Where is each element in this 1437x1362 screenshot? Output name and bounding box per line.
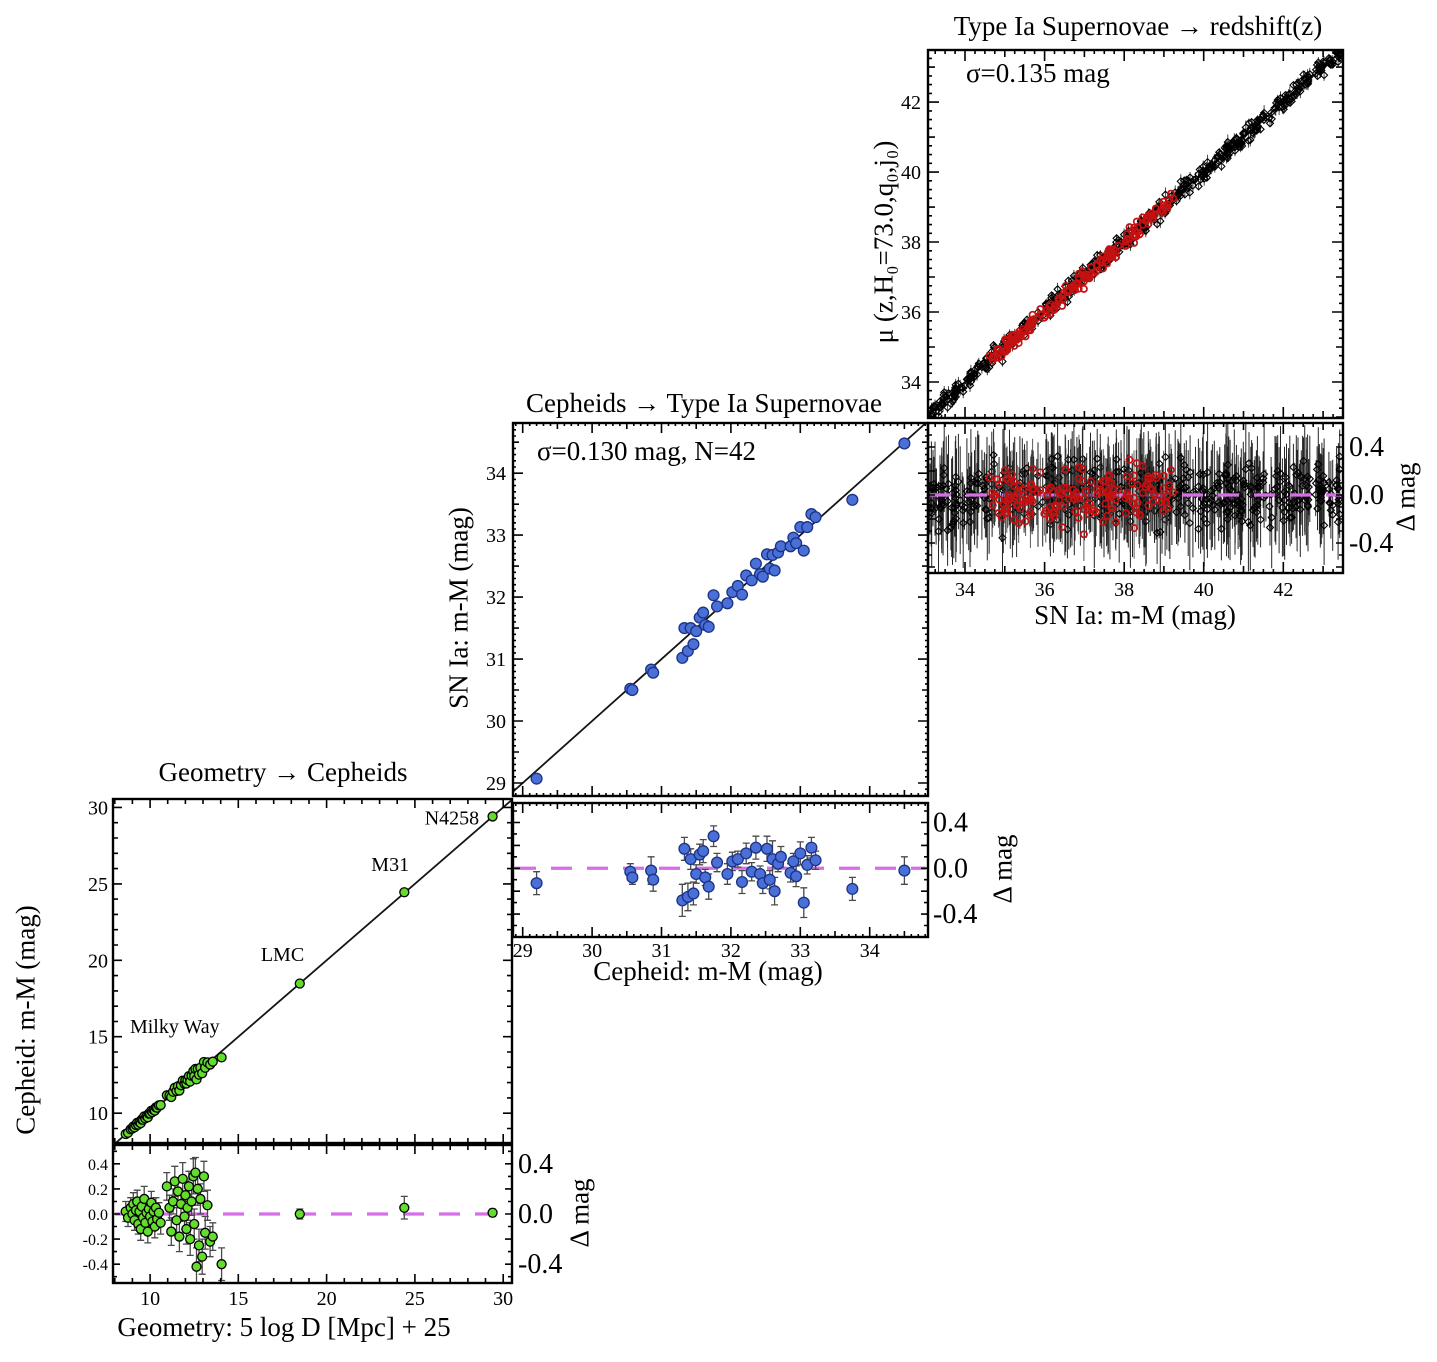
geometry-to-cepheids-ticks xyxy=(113,799,512,1283)
x-tick-label: 25 xyxy=(405,1288,425,1310)
panel-snia-title: Type Ia Supernovae → redshift(z) xyxy=(953,11,1323,41)
geometry-to-cepheids-residual-plot xyxy=(115,1156,510,1283)
y-tick-label: 25 xyxy=(88,874,108,896)
y-tick-label: 33 xyxy=(486,525,506,547)
residual-right-tick-label: -0.4 xyxy=(518,1249,562,1280)
snia-to-redshift-ticks xyxy=(928,50,1344,573)
geometry-xaxis-label: Geometry: 5 log D [Mpc] + 25 xyxy=(117,1312,451,1342)
y-tick-label: 40 xyxy=(901,162,921,184)
x-tick-label: 20 xyxy=(317,1288,337,1310)
residual-left-tick-label: 0.4 xyxy=(88,1157,108,1174)
y-tick-label: 20 xyxy=(88,950,108,972)
galaxy-label: N4258 xyxy=(425,807,479,829)
y-tick-label: 10 xyxy=(88,1103,108,1125)
cepheids-to-snia-residual-frame xyxy=(511,801,930,939)
panel-geometry-title: Geometry → Cepheids xyxy=(158,757,408,787)
cepheids-to-snia-main-plot xyxy=(513,423,927,793)
cepheid-xaxis-label: Cepheid: m-M (mag) xyxy=(593,956,823,986)
residual-right-tick-label: 0.4 xyxy=(518,1149,553,1180)
x-tick-label: 30 xyxy=(493,1288,513,1310)
y-tick-label: 29 xyxy=(486,773,506,795)
galaxy-label: M31 xyxy=(371,854,409,876)
snia-residual-ylabel: Δ mag xyxy=(1390,462,1421,532)
geometry-residual-ylabel: Δ mag xyxy=(564,1178,595,1248)
y-tick-label: 30 xyxy=(88,797,108,819)
y-tick-label: 38 xyxy=(901,232,921,254)
geometric-cepheid-anchors-main-points xyxy=(120,811,498,1140)
residual-right-tick-label: -0.4 xyxy=(933,899,977,930)
x-tick-label: 10 xyxy=(140,1288,160,1310)
residual-left-tick-label: -0.2 xyxy=(83,1232,108,1249)
x-tick-label: 15 xyxy=(228,1288,248,1310)
geometry-yaxis-label: Cepheid: m-M (mag) xyxy=(10,905,41,1135)
residual-right-tick-label: 0.0 xyxy=(1349,480,1384,511)
x-tick-label: 38 xyxy=(1114,579,1134,601)
cepheids-to-snia-ticks xyxy=(513,422,928,938)
x-tick-label: 30 xyxy=(582,940,602,962)
galaxy-label: LMC xyxy=(261,944,304,966)
x-tick-label: 33 xyxy=(790,940,810,962)
y-tick-label: 34 xyxy=(486,463,506,485)
snia-xaxis-label: SN Ia: m-M (mag) xyxy=(1034,600,1236,630)
x-tick-label: 40 xyxy=(1194,579,1214,601)
x-tick-label: 31 xyxy=(652,940,672,962)
x-tick-label: 34 xyxy=(860,940,880,962)
cepheid-calibrated-snia-residual-errorbars xyxy=(533,825,908,919)
cepheid-yaxis-label: SN Ia: m-M (mag) xyxy=(443,507,474,709)
y-tick-label: 30 xyxy=(486,711,506,733)
y-tick-label: 34 xyxy=(901,372,921,394)
cepheid-residual-ylabel: Δ mag xyxy=(987,834,1018,904)
snia-yaxis-label: μ (z,H₀=73.0,q₀,j₀) xyxy=(868,140,899,344)
cepheid-calibrated-snia-residual-points xyxy=(530,830,911,909)
x-tick-label: 34 xyxy=(955,579,975,601)
cepheid-calibrated-snia-main-points xyxy=(530,437,911,785)
geometry-to-cepheids-main-frame xyxy=(111,797,514,1145)
residual-right-tick-label: 0.4 xyxy=(933,807,968,838)
x-tick-label: 36 xyxy=(1035,579,1055,601)
geometry-to-cepheids-galaxy-labels: Milky Way LMC M31 N4258 xyxy=(130,807,479,1038)
x-tick-label: 42 xyxy=(1273,579,1293,601)
residual-left-tick-label: -0.4 xyxy=(83,1257,108,1274)
residual-right-tick-label: 0.0 xyxy=(518,1199,553,1230)
x-tick-label: 29 xyxy=(513,940,533,962)
cepheids-to-snia-tick-labels: 29 30 31 32 33 34 29 30 31 32 33 34 0.4 0.0 -0.4 xyxy=(486,463,977,962)
y-tick-label: 32 xyxy=(486,587,506,609)
residual-left-tick-label: 0.0 xyxy=(88,1207,108,1224)
residual-left-tick-label: 0.2 xyxy=(88,1182,108,1199)
cepheid-sigma-annotation: σ=0.130 mag, N=42 xyxy=(537,436,756,466)
snia-to-redshift-residual-plot xyxy=(928,423,1343,573)
cepheids-to-snia-residual-plot xyxy=(515,825,926,919)
geometry-to-cepheids-tick-labels: 10 15 20 25 30 10 15 20 25 30 0.4 0.0 -0.4 0.4 0.2 0.0 -… xyxy=(83,797,563,1310)
x-tick-label: 32 xyxy=(721,940,741,962)
geometric-cepheid-anchors-residual-points xyxy=(120,1167,498,1272)
y-tick-label: 36 xyxy=(901,302,921,324)
snia-to-redshift-tick-labels: 34 36 38 40 42 34 36 38 40 42 0.4 0.0 -0.4 xyxy=(901,92,1393,601)
residual-right-tick-label: 0.4 xyxy=(1349,432,1384,463)
calibrator-overlap-snia-main-points xyxy=(985,189,1178,365)
galaxy-label: Milky Way xyxy=(130,1016,220,1038)
snia-to-redshift-residual-frame xyxy=(926,421,1345,575)
snia-sigma-annotation: σ=0.135 mag xyxy=(966,58,1110,88)
calibrator-overlap-snia-residual-points xyxy=(985,455,1178,539)
y-tick-label: 15 xyxy=(88,1027,108,1049)
y-tick-label: 42 xyxy=(901,92,921,114)
geometry-to-cepheids-main-plot xyxy=(115,799,512,1143)
panel-cepheid-title: Cepheids → Type Ia Supernovae xyxy=(525,388,883,418)
snia-to-redshift-main-plot xyxy=(928,50,1343,418)
residual-right-tick-label: -0.4 xyxy=(1349,528,1393,559)
residual-right-tick-label: 0.0 xyxy=(933,853,968,884)
y-tick-label: 31 xyxy=(486,649,506,671)
